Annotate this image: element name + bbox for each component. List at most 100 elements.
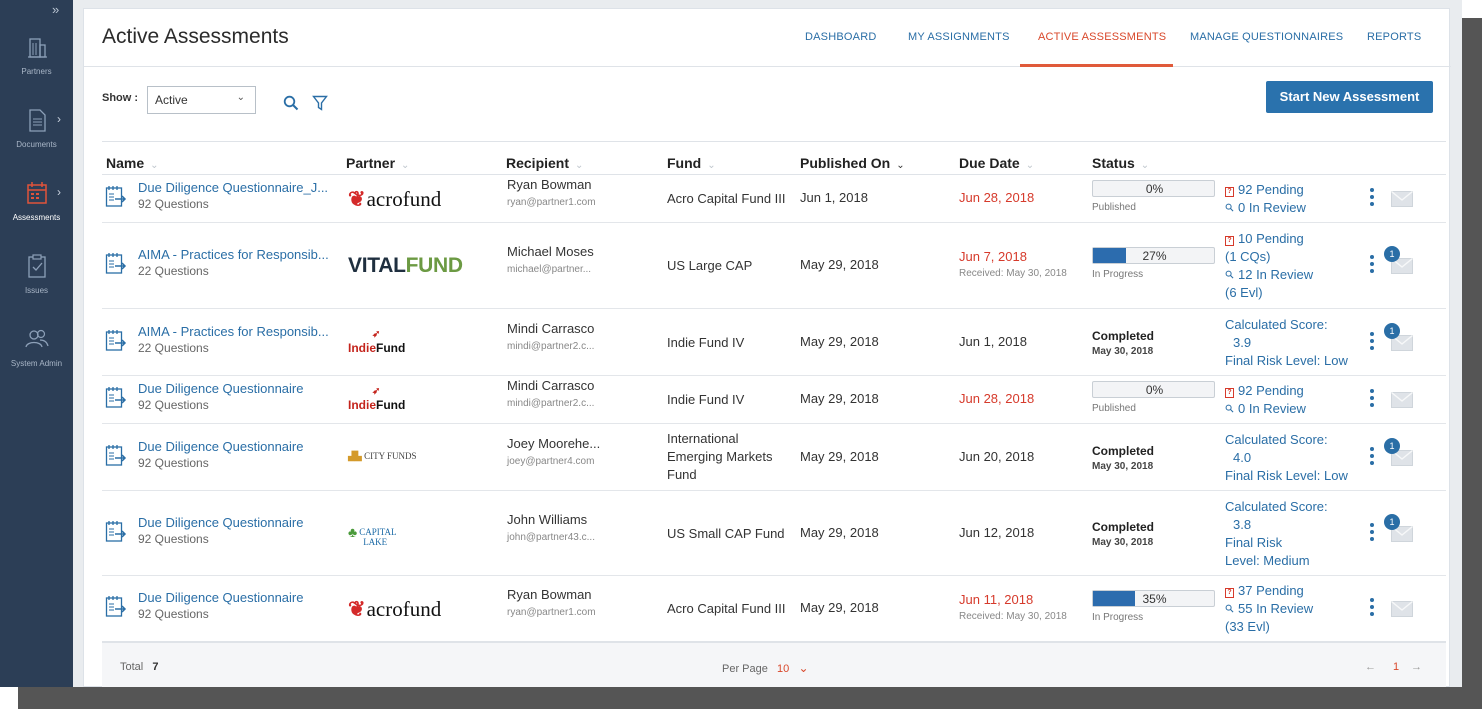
due-date: Jun 11, 2018 — [959, 592, 1034, 607]
recipient-cell: Joey Moorehe... joey@partner4.com — [507, 436, 607, 467]
more-options-icon[interactable] — [1369, 331, 1375, 354]
tab-my-assignments[interactable]: MY ASSIGNMENTS — [908, 31, 1010, 43]
tab-manage-questionnaires[interactable]: MANAGE QUESTIONNAIRES — [1190, 31, 1344, 43]
next-page-button[interactable]: → — [1411, 661, 1422, 673]
tab-active-assessments[interactable]: ACTIVE ASSESSMENTS — [1038, 31, 1167, 43]
status-detail-link[interactable]: 4.0 — [1233, 449, 1252, 465]
column-header-due-date[interactable]: Due Date ⌄ — [959, 155, 1034, 171]
column-label: Due Date — [959, 155, 1020, 171]
assessment-name-link[interactable]: Due Diligence Questionnaire — [138, 514, 304, 530]
column-header-status[interactable]: Status ⌄ — [1092, 155, 1149, 171]
column-header-name[interactable]: Name ⌄ — [106, 155, 159, 171]
status-label: Completed — [1092, 328, 1155, 343]
due-date: Jun 7, 2018 — [959, 249, 1027, 264]
status-details: ? 92 Pending 0 In Review — [1225, 181, 1306, 217]
table-row: Due Diligence Questionnaire 92 Questions ❦… — [102, 576, 1446, 642]
more-options-icon[interactable] — [1369, 522, 1375, 545]
tab-reports[interactable]: REPORTS — [1367, 31, 1422, 43]
status-detail-link[interactable]: 0 In Review — [1225, 400, 1306, 418]
more-options-icon[interactable] — [1369, 446, 1375, 469]
show-select[interactable]: Active ⌄ — [147, 86, 256, 114]
status-detail-link[interactable]: 55 In Review — [1225, 600, 1313, 618]
column-header-published-on[interactable]: Published On ⌄ — [800, 155, 905, 171]
assessment-name-link[interactable]: Due Diligence Questionnaire — [138, 590, 304, 605]
status-detail-link[interactable]: Calculated Score: — [1225, 316, 1328, 332]
capitallake-logo: ♣ CAPITAL LAKE — [348, 525, 397, 547]
status-detail-link[interactable]: (6 Evl) — [1225, 285, 1263, 300]
more-options-icon[interactable] — [1369, 598, 1375, 620]
status-detail-link[interactable]: (33 Evl) — [1225, 619, 1270, 634]
assessment-name-link[interactable]: Due Diligence Questionnaire — [138, 381, 304, 396]
sidebar-item-assessments[interactable]: › Assessments — [0, 179, 73, 222]
more-options-icon[interactable] — [1369, 255, 1375, 277]
status-detail-link[interactable]: (1 CQs) — [1225, 249, 1271, 264]
published-date: May 29, 2018 — [800, 391, 879, 406]
published-date: Jun 1, 2018 — [800, 190, 868, 205]
sidebar-item-partners[interactable]: Partners — [0, 33, 73, 76]
status-details: ? 37 Pending 55 In Review (33 Evl) — [1225, 582, 1313, 636]
sidebar-item-system-admin[interactable]: System Admin — [0, 325, 73, 368]
due-date-cell: Jun 1, 2018 — [959, 334, 1027, 349]
mail-icon[interactable] — [1391, 392, 1413, 408]
more-options-icon[interactable] — [1369, 188, 1375, 210]
total-label: Total — [120, 661, 144, 673]
status-detail-link[interactable]: Final Risk Level: Low — [1225, 352, 1348, 368]
mail-icon[interactable] — [1391, 191, 1413, 207]
progress-bar: 0% — [1092, 381, 1215, 398]
sidebar: » Partners › Documents — [0, 0, 73, 687]
assessment-name-link[interactable]: AIMA - Practices for Responsib... — [138, 323, 329, 339]
current-page[interactable]: 1 — [1393, 661, 1400, 673]
footer-divider — [102, 641, 1446, 643]
due-date-cell: Jun 28, 2018 — [959, 190, 1034, 205]
status-detail-link[interactable]: Calculated Score: — [1225, 498, 1328, 514]
search-icon[interactable] — [283, 95, 299, 111]
chevron-right-icon: › — [57, 185, 61, 199]
header-divider — [102, 174, 1446, 175]
status-detail-link[interactable]: ? 92 Pending — [1225, 181, 1306, 199]
status-detail-link[interactable]: 0 In Review — [1225, 199, 1306, 217]
assessment-name-link[interactable]: AIMA - Practices for Responsib... — [138, 247, 329, 262]
status-detail-link[interactable]: 3.8 — [1233, 516, 1252, 532]
start-new-assessment-button[interactable]: Start New Assessment — [1266, 81, 1433, 113]
status-detail-link[interactable]: 12 In Review — [1225, 266, 1313, 284]
status-detail-link[interactable]: Level: Medium — [1225, 552, 1310, 568]
status-label: Completed — [1092, 519, 1155, 534]
column-header-partner[interactable]: Partner ⌄ — [346, 155, 409, 171]
more-options-icon[interactable] — [1369, 389, 1375, 411]
partner-cell: ➶ IndieFund — [348, 387, 405, 414]
status-detail-link[interactable]: Final Risk Level: Low — [1225, 467, 1348, 483]
progress-bar: 0% — [1092, 180, 1215, 197]
received-date: Received: May 30, 2018 — [959, 268, 1067, 279]
status-detail-link[interactable]: ? 10 Pending — [1225, 230, 1313, 248]
table-row: AIMA - Practices for Responsib... 22 Ques… — [102, 309, 1446, 376]
recipient-name: Ryan Bowman — [507, 587, 592, 602]
recipient-cell: Michael Moses michael@partner... — [507, 244, 607, 275]
acrofund-logo: ❦acrofund — [348, 597, 442, 621]
per-page-control: Per Page 10 ⌄ — [722, 661, 809, 675]
sidebar-item-documents[interactable]: › Documents — [0, 106, 73, 149]
assessment-name-link[interactable]: Due Diligence Questionnaire — [138, 438, 304, 454]
status-detail-link[interactable]: ? 92 Pending — [1225, 382, 1306, 400]
mail-icon[interactable] — [1391, 601, 1413, 617]
questionnaire-icon — [105, 387, 127, 408]
chevron-down-icon[interactable]: ⌄ — [798, 661, 809, 675]
recipient-email: john@partner43.c... — [507, 531, 595, 543]
column-header-fund[interactable]: Fund ⌄ — [667, 155, 716, 171]
filter-icon[interactable] — [312, 95, 328, 111]
partner-cell: ♣ CAPITAL LAKE — [348, 522, 396, 547]
column-header-recipient[interactable]: Recipient ⌄ — [506, 155, 583, 171]
due-date-cell: Jun 28, 2018 — [959, 391, 1034, 406]
prev-page-button[interactable]: ← — [1365, 661, 1376, 673]
per-page-select[interactable]: 10 — [777, 663, 790, 675]
questionnaire-icon — [105, 186, 127, 207]
status-detail-link[interactable]: ? 37 Pending — [1225, 582, 1313, 600]
expand-sidebar-icon[interactable]: » — [52, 2, 60, 17]
sidebar-item-issues[interactable]: Issues — [0, 252, 73, 295]
status-detail-link[interactable]: Calculated Score: — [1225, 431, 1328, 447]
status-detail-link[interactable]: Final Risk — [1225, 534, 1283, 550]
assessment-name-link[interactable]: Due Diligence Questionnaire_J... — [138, 180, 329, 195]
tab-dashboard[interactable]: DASHBOARD — [805, 31, 877, 43]
due-date: Jun 20, 2018 — [959, 448, 1035, 464]
partner-cell: VITALFUND — [348, 254, 463, 278]
status-detail-link[interactable]: 3.9 — [1233, 334, 1252, 350]
